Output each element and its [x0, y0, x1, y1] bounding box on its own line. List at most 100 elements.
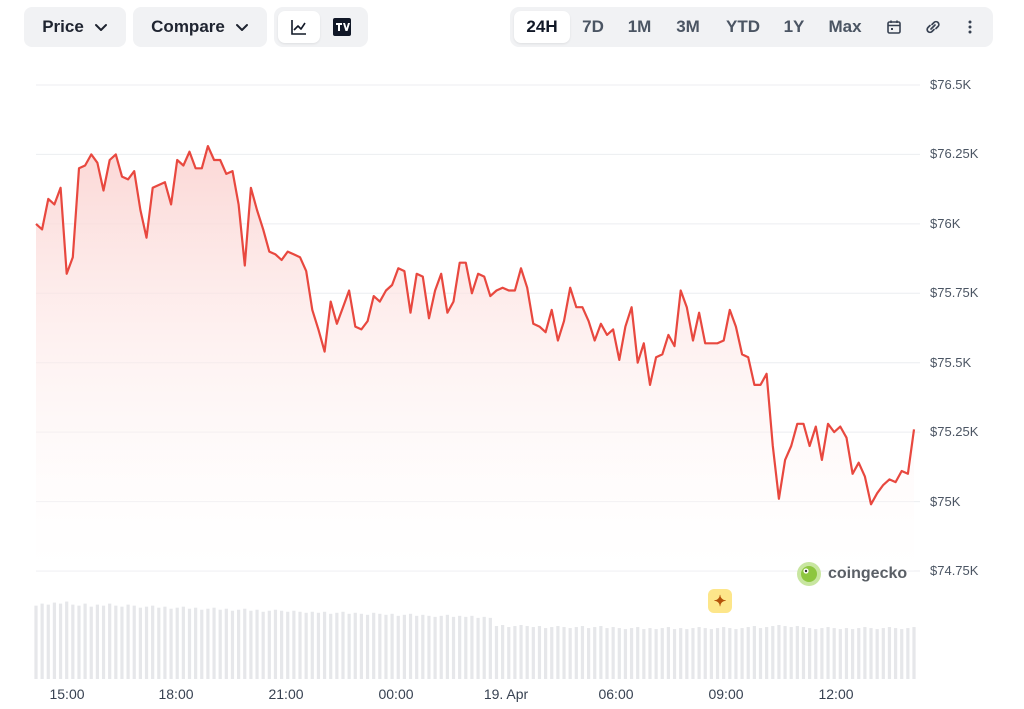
calendar-button[interactable] — [875, 11, 913, 43]
x-tick-label: 00:00 — [378, 686, 414, 702]
volume-bar — [138, 607, 142, 679]
watermark-text: coingecko — [828, 565, 908, 582]
y-tick-label: $75.25K — [930, 424, 979, 440]
volume-bar — [771, 626, 775, 679]
volume-bar — [617, 628, 621, 679]
volume-bar — [445, 614, 449, 679]
volume-bar — [230, 610, 235, 679]
calendar-icon — [887, 20, 901, 34]
volume-bar — [568, 628, 572, 679]
volume-bar — [206, 608, 210, 679]
y-tick-label: $75K — [930, 493, 961, 509]
volume-bar — [378, 613, 382, 679]
volume-bar — [654, 629, 658, 679]
x-tick-label: 19. Apr — [483, 686, 529, 702]
x-tick-label: 21:00 — [268, 686, 304, 702]
volume-bar — [365, 614, 370, 679]
range-1y-button[interactable]: 1Y — [783, 17, 805, 36]
range-max-button[interactable]: Max — [828, 17, 862, 36]
volume-bar — [408, 613, 413, 679]
volume-bar — [574, 627, 578, 679]
volume-bar — [347, 613, 351, 679]
range-24h-button[interactable]: 24H — [514, 11, 570, 43]
volume-bar — [513, 626, 517, 679]
volume-bar — [77, 605, 81, 679]
y-tick-label: $75.5K — [930, 354, 972, 370]
volume-bar — [322, 611, 327, 679]
volume-bar — [267, 610, 271, 679]
volume-bar — [292, 610, 296, 679]
y-tick-label: $76.5K — [930, 77, 972, 92]
range-1m-button[interactable]: 1M — [627, 17, 652, 36]
volume-bar — [372, 612, 376, 679]
volume-bar — [255, 609, 259, 679]
volume-bar — [46, 604, 50, 679]
more-options-button[interactable] — [953, 11, 987, 43]
volume-bar — [359, 613, 364, 679]
volume-bar — [101, 605, 106, 679]
volume-bar — [851, 629, 855, 679]
volume-bar — [212, 607, 216, 679]
tradingview-button[interactable] — [320, 11, 364, 43]
volume-bar — [402, 614, 406, 679]
price-dropdown-button[interactable]: Price — [24, 7, 126, 47]
volume-bar — [433, 616, 437, 679]
volume-bar — [175, 607, 179, 679]
volume-bar — [531, 627, 535, 679]
y-tick-label: $76.25K — [930, 146, 979, 162]
volume-bar — [537, 626, 542, 679]
x-tick-label: 12:00 — [818, 686, 854, 702]
volume-bar — [912, 627, 916, 679]
volume-bar — [458, 615, 462, 679]
volume-bar — [580, 626, 585, 679]
volume-bar — [734, 629, 738, 679]
volume-bar — [906, 628, 910, 679]
volume-bar — [746, 627, 750, 679]
volume-bar — [470, 615, 474, 679]
volume-bar — [672, 629, 677, 679]
volume-bar — [838, 629, 842, 679]
volume-bar — [863, 627, 867, 679]
volume-bar — [666, 627, 671, 679]
price-line — [35, 145, 916, 506]
line-chart-icon — [291, 20, 306, 35]
volume-bar — [421, 614, 425, 679]
volume-bar — [887, 627, 892, 679]
volume-bar — [144, 606, 149, 679]
volume-bar — [65, 601, 69, 679]
volume-bar — [900, 629, 904, 679]
range-7d-button[interactable]: 7D — [582, 17, 604, 36]
y-tick-label: $75.75K — [930, 285, 979, 301]
chevron-down-icon — [235, 24, 248, 31]
volume-bar — [648, 628, 652, 679]
volume-bar — [765, 627, 769, 679]
copy-link-button[interactable] — [913, 11, 953, 43]
volume-bar — [439, 615, 443, 679]
volume-bar — [636, 627, 640, 679]
volume-bar — [194, 607, 198, 679]
volume-bar — [249, 610, 253, 679]
volume-bar — [544, 628, 548, 679]
range-ytd-button[interactable]: YTD — [726, 17, 760, 36]
volume-bar — [629, 628, 634, 679]
compare-dropdown-button[interactable]: Compare — [133, 7, 267, 47]
line-chart-button[interactable] — [278, 11, 320, 43]
volume-bar — [679, 628, 683, 679]
ai-insight-button[interactable]: ✦ — [708, 589, 732, 613]
tradingview-icon — [333, 18, 351, 36]
volume-bar — [34, 605, 38, 679]
volume-bar — [273, 609, 278, 679]
volume-bar — [599, 626, 603, 679]
volume-bar — [507, 627, 511, 679]
volume-bar — [881, 628, 885, 679]
volume-bar — [298, 611, 302, 679]
volume-bar — [482, 616, 486, 679]
volume-bar — [200, 609, 204, 679]
volume-bar — [814, 629, 818, 679]
range-3m-button[interactable]: 3M — [676, 17, 700, 36]
more-vertical-icon — [968, 20, 972, 34]
price-label: Price — [42, 17, 84, 36]
volume-bar — [95, 604, 99, 679]
chevron-down-icon — [94, 24, 107, 31]
gecko-logo-icon — [797, 562, 821, 586]
